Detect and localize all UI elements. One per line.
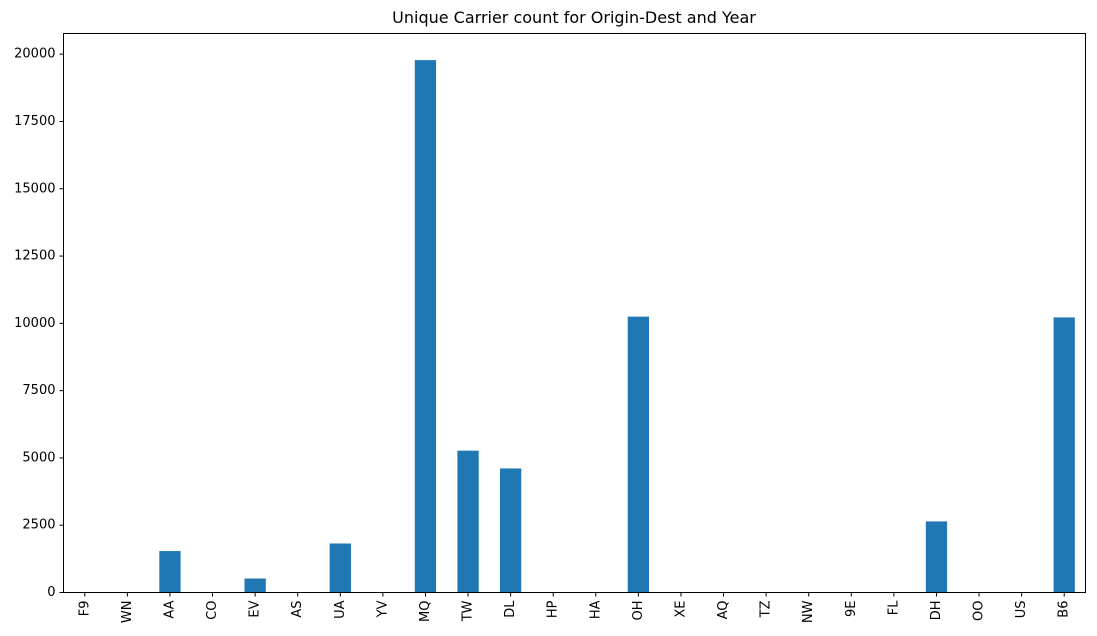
y-tick-label: 12500 bbox=[14, 249, 55, 264]
x-tick-label: OH bbox=[631, 601, 646, 621]
x-tick-label: FL bbox=[886, 600, 901, 615]
plot-frame bbox=[63, 33, 1086, 593]
x-tick-label: AA bbox=[162, 600, 177, 618]
y-tick-label: 0 bbox=[47, 585, 55, 600]
x-axis: F9 WN AA CO EV AS UA YV MQ TW DL HP HA OH XE AQ TZ NW 9E FL… bbox=[77, 592, 1072, 624]
x-tick-label: TW bbox=[461, 600, 476, 622]
bar-mq bbox=[414, 60, 437, 593]
y-tick-label: 5000 bbox=[22, 450, 55, 465]
x-tick-label: F9 bbox=[77, 601, 92, 617]
bar-b6 bbox=[1053, 317, 1075, 593]
x-tick-label: OO bbox=[972, 601, 987, 621]
y-tick-label: 20000 bbox=[14, 47, 55, 62]
x-tick-label: B6 bbox=[1057, 601, 1072, 618]
bar-oh bbox=[627, 316, 650, 593]
bar-ev bbox=[244, 578, 266, 593]
x-tick-label: CO bbox=[205, 601, 220, 620]
x-tick-label: US bbox=[1014, 601, 1029, 619]
bar-dl bbox=[499, 468, 522, 593]
bar-aa bbox=[159, 551, 181, 593]
x-tick-label: XE bbox=[673, 601, 688, 618]
chart-title: Unique Carrier count for Origin-Dest and… bbox=[392, 8, 756, 27]
x-tick-label: EV bbox=[248, 600, 263, 617]
bar-dh bbox=[925, 521, 948, 593]
y-tick-label: 17500 bbox=[14, 114, 55, 129]
y-tick-label: 10000 bbox=[14, 316, 55, 331]
x-tick-label: WN bbox=[120, 601, 135, 624]
y-tick-label: 15000 bbox=[14, 181, 55, 196]
x-tick-label: DH bbox=[929, 601, 944, 621]
bar-ua bbox=[329, 543, 351, 593]
y-tick-label: 2500 bbox=[22, 518, 55, 533]
x-tick-label: DL bbox=[503, 600, 518, 618]
x-tick-label: YV bbox=[375, 600, 390, 618]
bar-tw bbox=[457, 450, 479, 593]
x-tick-label: MQ bbox=[418, 601, 433, 622]
x-tick-label: NW bbox=[801, 600, 816, 623]
x-tick-label: AS bbox=[290, 601, 305, 618]
y-axis: 0 2500 5000 7500 10000 12500 15000 17500 20000 bbox=[14, 47, 64, 600]
x-tick-label: HP bbox=[546, 600, 561, 618]
x-tick-label: 9E bbox=[844, 601, 859, 618]
y-tick-label: 7500 bbox=[22, 383, 55, 398]
x-tick-label: AQ bbox=[716, 601, 731, 620]
bars-layer bbox=[159, 60, 1075, 593]
x-tick-label: HA bbox=[588, 600, 603, 619]
x-tick-label: TZ bbox=[759, 600, 774, 618]
x-tick-label: UA bbox=[333, 600, 348, 619]
